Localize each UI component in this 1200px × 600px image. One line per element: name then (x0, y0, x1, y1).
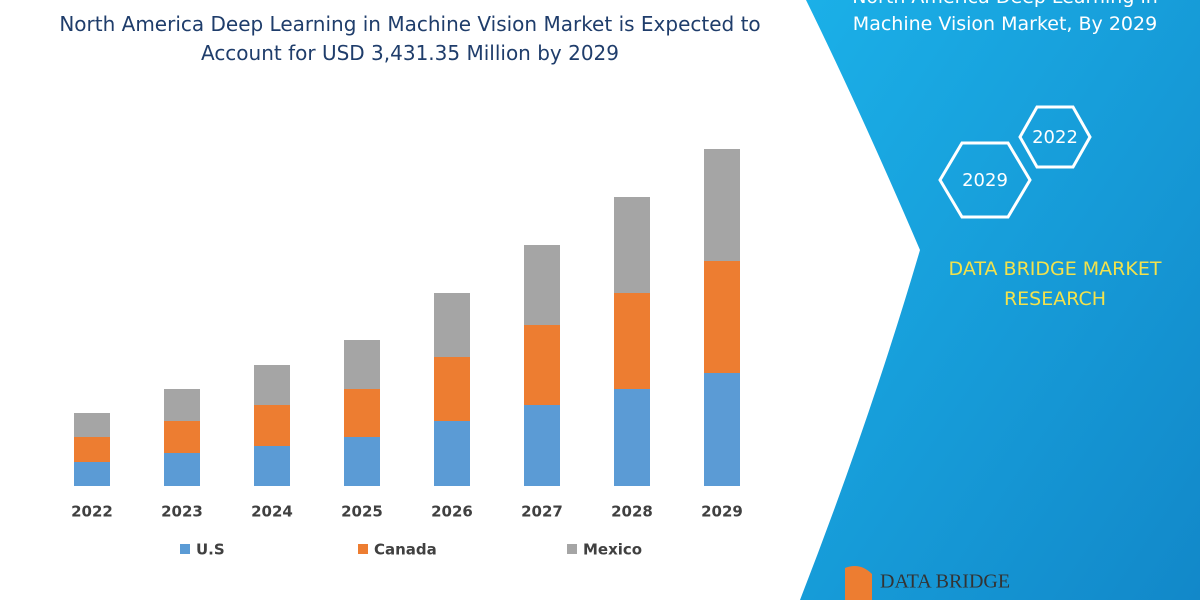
bar-segment (524, 405, 560, 486)
bar-segment (344, 389, 380, 437)
logo-text: DATA BRIDGE (880, 571, 1010, 593)
bar-segment (614, 197, 650, 293)
side-panel-bg (800, 0, 1200, 600)
x-tick-label: 2029 (701, 503, 743, 521)
bar-segment (164, 389, 200, 421)
bar-segment (524, 245, 560, 325)
bar-segment (704, 149, 740, 261)
logo-mark (845, 566, 872, 600)
side-title: North America Deep Learning in Machine V… (852, 0, 1158, 35)
hexagon-label: 2029 (962, 170, 1008, 191)
bar-segment (254, 446, 290, 486)
bar-segment (164, 421, 200, 453)
bar-segment (344, 437, 380, 486)
bar-segment (614, 293, 650, 389)
x-tick-label: 2024 (251, 503, 293, 521)
x-tick-label: 2026 (431, 503, 473, 521)
legend-swatch (358, 544, 368, 554)
x-tick-label: 2027 (521, 503, 563, 521)
x-tick-label: 2023 (161, 503, 203, 521)
bar-segment (434, 421, 470, 486)
legend-label: Canada (374, 541, 437, 559)
hexagon (1018, 105, 1092, 169)
bar-segment (74, 437, 110, 462)
bar-segment (434, 357, 470, 421)
hexagon-label: 2022 (1032, 127, 1078, 148)
chart-title: North America Deep Learning in Machine V… (59, 12, 761, 65)
legend-label: Mexico (583, 541, 642, 559)
bar-segment (704, 261, 740, 373)
hexagon (938, 141, 1032, 219)
legend-swatch (180, 544, 190, 554)
bar-segment (254, 405, 290, 446)
legend-label: U.S (196, 541, 225, 559)
x-tick-label: 2022 (71, 503, 113, 521)
bar-segment (704, 373, 740, 486)
bar-segment (164, 453, 200, 486)
x-tick-label: 2028 (611, 503, 653, 521)
bar-segment (434, 293, 470, 357)
brand: DATA BRIDGE MARKET RESEARCH (948, 258, 1162, 310)
bar-segment (254, 365, 290, 405)
bar-segment (614, 389, 650, 486)
legend-swatch (567, 544, 577, 554)
x-tick-label: 2025 (341, 503, 383, 521)
bar-segment (74, 462, 110, 486)
bar-segment (74, 413, 110, 437)
bar-segment (524, 325, 560, 405)
bar-segment (344, 340, 380, 389)
